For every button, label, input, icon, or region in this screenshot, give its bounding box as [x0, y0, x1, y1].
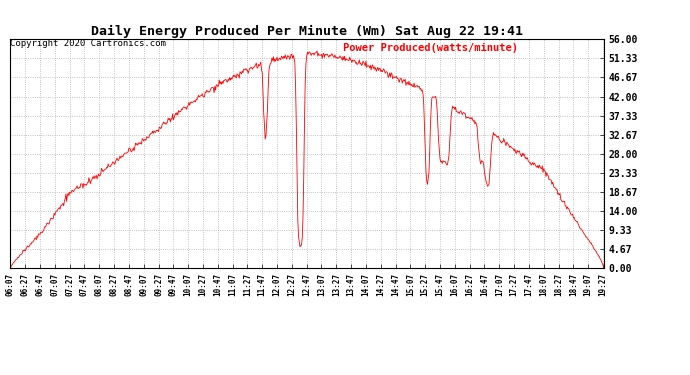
Text: Copyright 2020 Cartronics.com: Copyright 2020 Cartronics.com — [10, 39, 166, 48]
Title: Daily Energy Produced Per Minute (Wm) Sat Aug 22 19:41: Daily Energy Produced Per Minute (Wm) Sa… — [91, 25, 523, 38]
Text: Power Produced(watts/minute): Power Produced(watts/minute) — [343, 43, 518, 53]
